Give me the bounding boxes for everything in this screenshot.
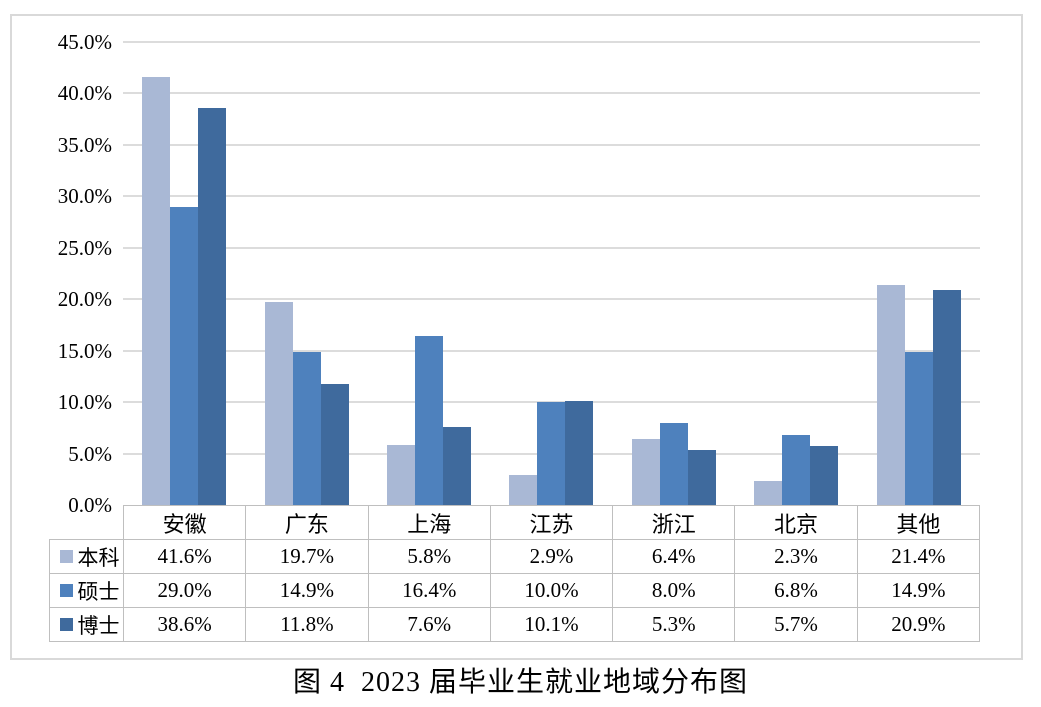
bar [142,76,171,505]
value-cell: 10.1% [489,608,612,641]
gridline [123,143,980,146]
value-cell: 5.7% [734,608,856,641]
value-cell: 14.9% [245,574,367,607]
legend-cell: 本科 [49,540,123,573]
bar [292,351,321,505]
bar [565,401,594,505]
bar [387,445,416,505]
bar-group [368,42,490,505]
value-cell: 16.4% [367,574,490,607]
value-cell: 7.6% [367,608,490,641]
value-cell: 5.8% [367,540,490,573]
bar-group [735,42,857,505]
bar [876,284,905,505]
bar [443,426,472,505]
bar [264,302,293,505]
legend-key-icon [59,618,73,631]
data-table-body: 本科 41.6% 19.7% 5.8% 2.9% 6.4% 2.3% 21.4% 硕士 29.0%… [49,539,980,642]
bar [509,475,538,505]
gridline [123,92,980,95]
value-cell: 38.6% [123,608,245,641]
bar-group [490,42,612,505]
value-cell: 14.9% [856,574,979,607]
bar [537,402,566,505]
category-header-cell: 安徽 [123,506,245,539]
bar-group [613,42,735,505]
gridline [123,298,980,301]
value-cell: 5.3% [612,608,734,641]
y-axis-tick-label: 15.0% [57,338,112,363]
y-axis-tick-label: 30.0% [57,184,112,209]
bar [904,351,933,505]
data-table-row: 硕士 29.0% 14.9% 16.4% 10.0% 8.0% 6.8% 14.9% [49,573,980,607]
bar [631,439,660,505]
bar [320,383,349,505]
value-cell: 20.9% [856,608,979,641]
y-axis-tick-label: 40.0% [57,81,112,106]
data-table-row: 本科 41.6% 19.7% 5.8% 2.9% 6.4% 2.3% 21.4% [49,539,980,573]
value-cell: 6.4% [612,540,734,573]
y-axis-tick-label: 5.0% [68,441,112,466]
bar-group [858,42,980,505]
value-cell: 10.0% [489,574,612,607]
y-axis-tick-label: 20.0% [57,287,112,312]
gridline [123,349,980,352]
y-axis: 45.0% 40.0% 35.0% 30.0% 25.0% 20.0% 15.0% 10.0%… [0,0,112,560]
gridline [123,41,980,43]
value-cell: 21.4% [856,540,979,573]
value-cell: 19.7% [245,540,367,573]
category-header-cell: 北京 [734,506,856,539]
bar [810,446,839,505]
plot-area [123,41,980,505]
value-cell: 41.6% [123,540,245,573]
gridline [123,401,980,404]
legend-cell: 博士 [49,608,123,641]
bar-group [123,42,245,505]
y-axis-tick-label: 45.0% [57,30,112,54]
series-name-label: 本科 [77,545,120,570]
series-name-label: 博士 [77,613,120,638]
bar-groups [123,42,980,505]
value-cell: 2.9% [489,540,612,573]
value-cell: 8.0% [612,574,734,607]
value-cell: 6.8% [734,574,856,607]
bar [198,107,227,505]
legend-cell: 硕士 [49,574,123,607]
gridline [123,195,980,198]
legend-key-icon [59,584,73,597]
y-axis-tick-label: 35.0% [57,132,112,157]
data-table-header-row: 安徽 广东 上海 江苏 浙江 北京 其他 [123,505,980,539]
bar [170,206,199,505]
series-name-label: 硕士 [77,579,120,604]
value-cell: 29.0% [123,574,245,607]
gridline [123,246,980,249]
bar [659,422,688,505]
bar [687,450,716,505]
bar [782,435,811,505]
category-header-cell: 其他 [856,506,979,539]
category-header-cell: 广东 [245,506,367,539]
value-cell: 11.8% [245,608,367,641]
y-axis-tick-label: 10.0% [57,390,112,415]
data-table-row: 博士 38.6% 11.8% 7.6% 10.1% 5.3% 5.7% 20.9% [49,607,980,642]
bar [754,481,783,505]
legend-key-icon [59,550,73,563]
category-header-cell: 江苏 [489,506,612,539]
bar-group [245,42,367,505]
category-header-cell: 浙江 [612,506,734,539]
y-axis-tick-label: 0.0% [68,493,112,517]
category-header-cell: 上海 [367,506,490,539]
figure-caption: 图 4 2023 届毕业生就业地域分布图 [292,667,748,698]
y-axis-tick-label: 25.0% [57,235,112,260]
bar [415,336,444,505]
value-cell: 2.3% [734,540,856,573]
bar [932,289,961,505]
